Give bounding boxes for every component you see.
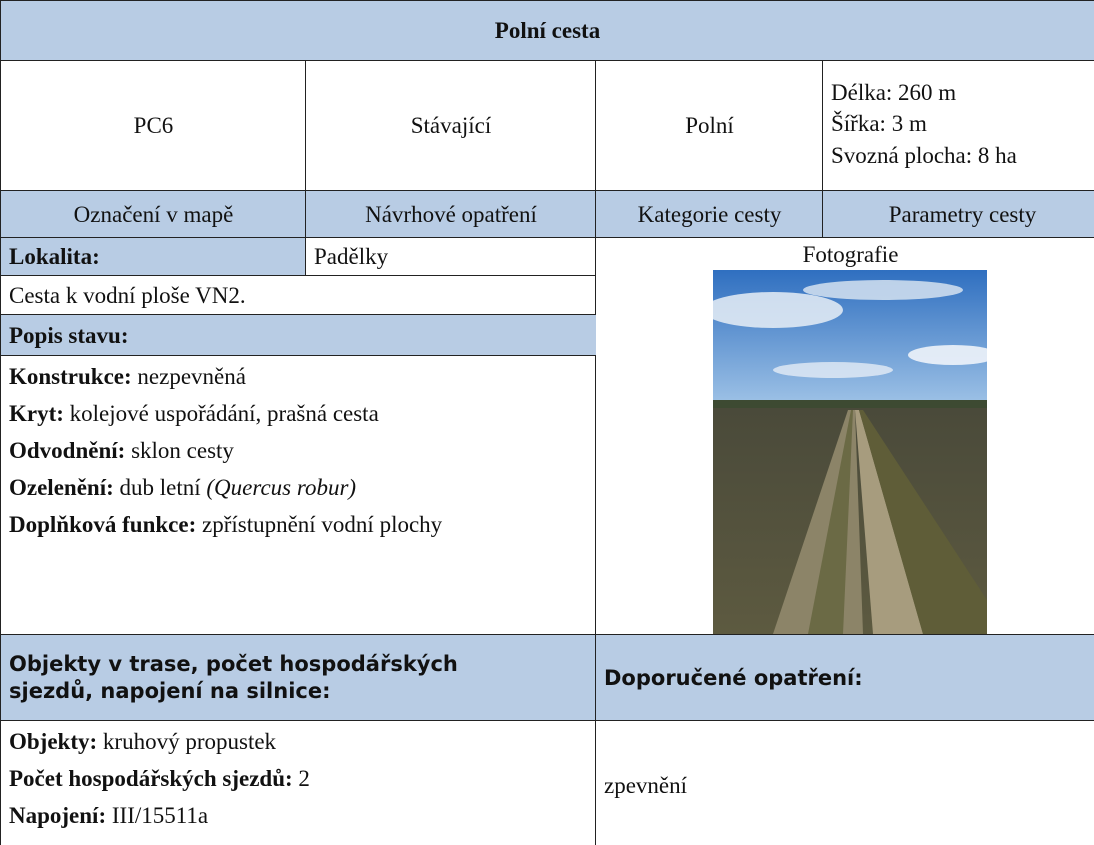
item-label: Ozelenění: (9, 475, 114, 500)
cell: PC6 (0, 60, 306, 191)
cell: Lokalita: (0, 237, 306, 276)
label-cell: Parametry cesty (822, 190, 1094, 238)
recommended-title: Doporučené opatření: (604, 665, 863, 690)
item-text: nezpevněná (137, 364, 246, 389)
item-label: Konstrukce: (9, 364, 132, 389)
item-label: Kryt: (9, 401, 64, 426)
photo (713, 270, 987, 634)
recommended-text: zpevnění (604, 772, 688, 798)
state-item: Doplňková funkce: zpřístupnění vodní plo… (9, 506, 588, 543)
category: Polní (685, 113, 734, 139)
item-label: Napojení: (9, 803, 107, 828)
title-cell: Polní cesta (0, 0, 1094, 61)
item-label: Doplňková funkce: (9, 512, 197, 537)
object-item: Objekty: kruhový propustek (9, 723, 588, 760)
item-text: III/15511a (111, 803, 209, 828)
cell: Objekty v trase, počet hospodářských sje… (0, 634, 596, 721)
cell: Stávající (305, 60, 596, 191)
item-text: sklon cesty (131, 438, 234, 463)
label-cell: Označení v mapě (0, 190, 306, 238)
item-label: Počet hospodářských sjezdů: (9, 766, 293, 791)
state-cell: Konstrukce: nezpevněná Kryt: kolejové us… (0, 355, 596, 635)
object-item: Napojení: III/15511a (9, 797, 588, 834)
label: Parametry cesty (888, 201, 1037, 227)
parameter: Délka: 260 m (831, 80, 957, 106)
item-text: kolejové uspořádání, prašná cesta (69, 401, 379, 426)
item-latin: (Quercus robur) (206, 475, 357, 500)
item-label: Objekty: (9, 729, 98, 754)
description: Cesta k vodní ploše VN2. (9, 282, 246, 308)
state-item: Konstrukce: nezpevněná (9, 358, 588, 395)
object-item: Počet hospodářských sjezdů: 2 (9, 760, 588, 797)
label: Označení v mapě (73, 201, 234, 227)
title: Polní cesta (494, 18, 601, 44)
parameter: Šířka: 3 m (831, 111, 927, 137)
parameter: Svozná plocha: 8 ha (831, 142, 1017, 168)
item-text: zpřístupnění vodní plochy (201, 512, 443, 537)
label: Kategorie cesty (637, 201, 782, 227)
item-label: Odvodnění: (9, 438, 126, 463)
cell: zpevnění (595, 720, 1094, 845)
state-item: Odvodnění: sklon cesty (9, 432, 588, 469)
cell: Padělky (305, 237, 596, 276)
item-text: kruhový propustek (102, 729, 277, 754)
photo-caption: Fotografie (802, 242, 899, 267)
map-id: PC6 (133, 113, 174, 139)
cell: Délka: 260 m Šířka: 3 m Svozná plocha: 8… (822, 60, 1094, 191)
state-title: Popis stavu: (9, 322, 129, 348)
item-text: 2 (298, 766, 310, 791)
cell: Doporučené opatření: (595, 634, 1094, 721)
item-text: dub letní (119, 475, 201, 500)
locality-value: Padělky (314, 244, 389, 270)
label-cell: Kategorie cesty (595, 190, 823, 238)
label: Návrhové opatření (365, 201, 537, 227)
state-item: Ozelenění: dub letní (Quercus robur) (9, 469, 588, 506)
cell: Popis stavu: (0, 314, 596, 356)
label-cell: Návrhové opatření (305, 190, 596, 238)
cell: Cesta k vodní ploše VN2. (0, 275, 596, 315)
photo-cell: Fotografie (595, 237, 1094, 635)
measure: Stávající (410, 113, 492, 139)
state-item: Kryt: kolejové uspořádání, prašná cesta (9, 395, 588, 432)
locality-label: Lokalita: (9, 244, 100, 270)
objects-title: Objekty v trase, počet hospodářských sje… (9, 651, 458, 703)
objects-cell: Objekty: kruhový propustek Počet hospodá… (0, 720, 596, 845)
cell: Polní (595, 60, 823, 191)
